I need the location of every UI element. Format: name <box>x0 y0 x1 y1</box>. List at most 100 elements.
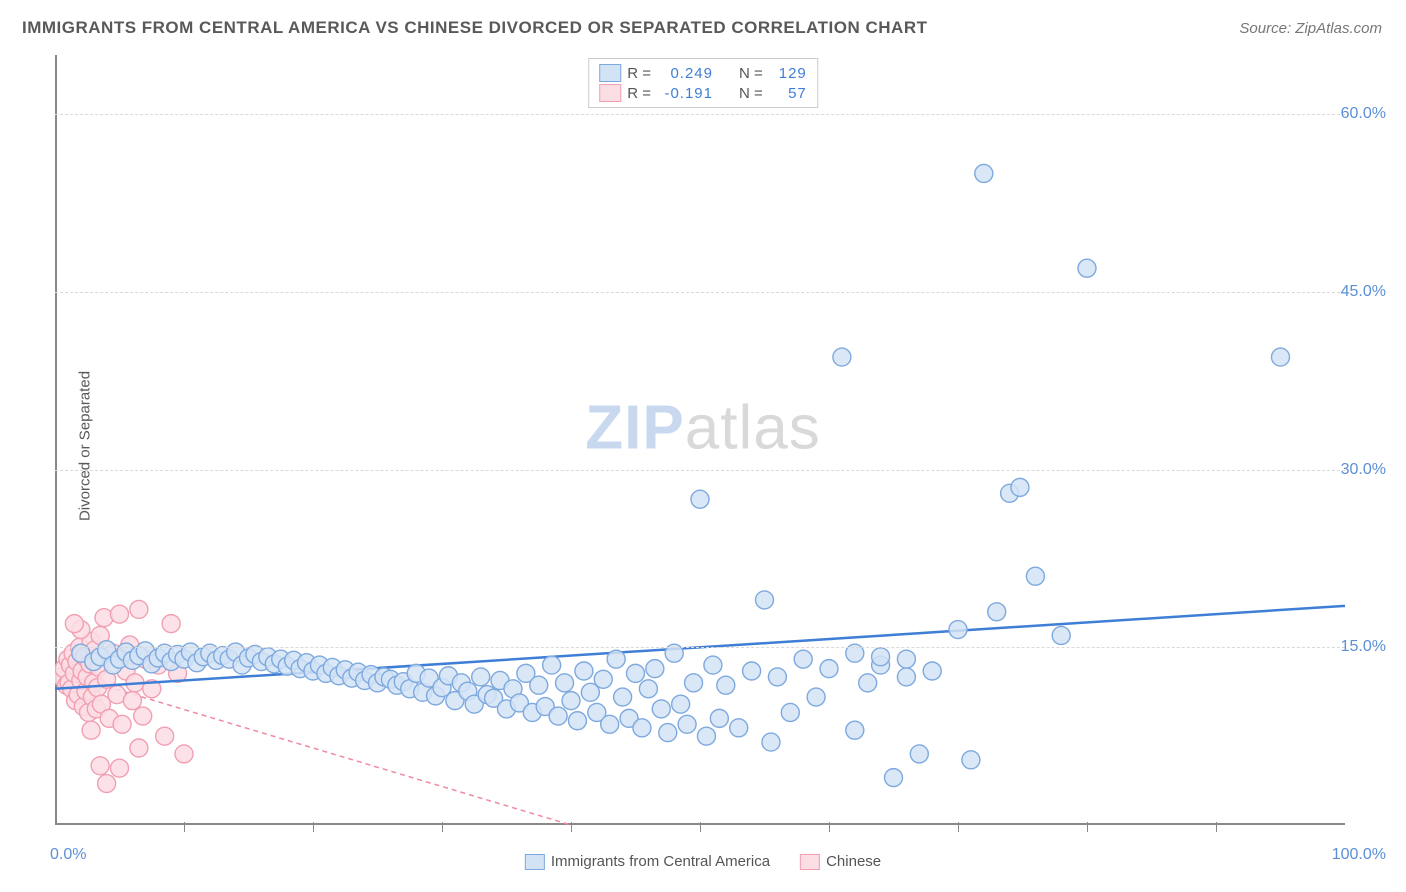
data-point <box>646 660 664 678</box>
gridline <box>55 114 1345 115</box>
data-point <box>543 656 561 674</box>
data-point <box>472 668 490 686</box>
data-point <box>175 745 193 763</box>
source-label: Source: <box>1239 20 1291 37</box>
data-point <box>910 745 928 763</box>
data-point <box>697 727 715 745</box>
legend-n-label: N = <box>739 85 763 102</box>
data-point <box>756 591 774 609</box>
x-tick-mark <box>442 822 443 832</box>
x-tick-mark <box>958 822 959 832</box>
data-point <box>691 490 709 508</box>
data-point <box>633 719 651 737</box>
data-point <box>768 668 786 686</box>
data-point <box>1272 348 1290 366</box>
x-tick-label-max: 100.0% <box>1332 846 1386 864</box>
data-point <box>872 648 890 666</box>
data-point <box>678 715 696 733</box>
data-point <box>594 670 612 688</box>
data-point <box>556 674 574 692</box>
data-point <box>897 668 915 686</box>
data-point <box>1052 626 1070 644</box>
data-point <box>111 605 129 623</box>
x-tick-mark <box>1087 822 1088 832</box>
data-point <box>710 709 728 727</box>
gridline <box>55 647 1345 648</box>
data-point <box>833 348 851 366</box>
data-point <box>113 715 131 733</box>
x-tick-mark <box>571 822 572 832</box>
data-point <box>885 769 903 787</box>
data-point <box>82 721 100 739</box>
data-point <box>962 751 980 769</box>
data-point <box>130 739 148 757</box>
data-point <box>897 650 915 668</box>
legend-r-value: -0.191 <box>657 85 713 102</box>
x-tick-mark <box>700 822 701 832</box>
data-point <box>156 727 174 745</box>
y-tick-label: 30.0% <box>1341 461 1386 479</box>
legend-swatch <box>525 854 545 870</box>
data-point <box>130 600 148 618</box>
legend-swatch <box>599 84 621 102</box>
data-point <box>685 674 703 692</box>
legend-r-value: 0.249 <box>657 65 713 82</box>
data-point <box>820 660 838 678</box>
data-point <box>859 674 877 692</box>
data-point <box>162 615 180 633</box>
data-point <box>988 603 1006 621</box>
y-tick-label: 15.0% <box>1341 638 1386 656</box>
data-point <box>123 692 141 710</box>
gridline <box>55 292 1345 293</box>
data-point <box>807 688 825 706</box>
data-point <box>652 700 670 718</box>
data-point <box>549 707 567 725</box>
data-point <box>794 650 812 668</box>
source-value: ZipAtlas.com <box>1295 20 1382 37</box>
data-point <box>91 757 109 775</box>
data-point <box>762 733 780 751</box>
data-point <box>568 712 586 730</box>
legend-stats: R =0.249N =129R =-0.191N =57 <box>588 58 818 108</box>
legend-stat-row: R =0.249N =129 <box>599 63 807 83</box>
legend-item: Chinese <box>800 853 881 870</box>
x-tick-mark <box>313 822 314 832</box>
data-point <box>949 621 967 639</box>
data-point <box>627 664 645 682</box>
data-point <box>1026 567 1044 585</box>
legend-n-value: 57 <box>769 85 807 102</box>
data-point <box>111 759 129 777</box>
gridline <box>55 470 1345 471</box>
legend-n-label: N = <box>739 65 763 82</box>
chart-svg <box>55 55 1345 825</box>
legend-swatch <box>800 854 820 870</box>
data-point <box>923 662 941 680</box>
data-point <box>743 662 761 680</box>
source-attribution: Source: ZipAtlas.com <box>1239 20 1382 37</box>
y-tick-label: 60.0% <box>1341 105 1386 123</box>
data-point <box>614 688 632 706</box>
data-point <box>730 719 748 737</box>
x-tick-mark <box>1216 822 1217 832</box>
data-point <box>562 692 580 710</box>
legend-item: Immigrants from Central America <box>525 853 770 870</box>
chart-title: IMMIGRANTS FROM CENTRAL AMERICA VS CHINE… <box>22 18 928 38</box>
data-point <box>846 721 864 739</box>
legend-r-label: R = <box>627 85 651 102</box>
legend-label: Chinese <box>826 853 881 870</box>
data-point <box>1078 259 1096 277</box>
data-point <box>781 703 799 721</box>
legend-label: Immigrants from Central America <box>551 853 770 870</box>
data-point <box>65 615 83 633</box>
data-point <box>98 775 116 793</box>
data-point <box>672 695 690 713</box>
data-point <box>975 164 993 182</box>
data-point <box>717 676 735 694</box>
x-tick-label-min: 0.0% <box>50 846 86 864</box>
legend-swatch <box>599 64 621 82</box>
data-point <box>601 715 619 733</box>
data-point <box>575 662 593 680</box>
data-point <box>530 676 548 694</box>
data-point <box>704 656 722 674</box>
legend-r-label: R = <box>627 65 651 82</box>
